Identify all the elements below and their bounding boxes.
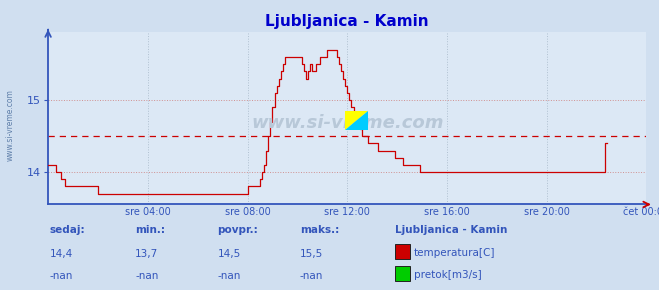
Title: Ljubljanica - Kamin: Ljubljanica - Kamin	[266, 14, 429, 29]
Text: -nan: -nan	[217, 271, 241, 281]
Text: Ljubljanica - Kamin: Ljubljanica - Kamin	[395, 225, 508, 235]
Polygon shape	[345, 110, 368, 130]
Text: 14,5: 14,5	[217, 249, 241, 259]
Text: www.si-vreme.com: www.si-vreme.com	[251, 114, 444, 132]
Text: povpr.:: povpr.:	[217, 225, 258, 235]
Text: temperatura[C]: temperatura[C]	[414, 248, 496, 258]
Text: -nan: -nan	[300, 271, 323, 281]
Polygon shape	[345, 110, 368, 130]
Text: sedaj:: sedaj:	[49, 225, 85, 235]
Text: maks.:: maks.:	[300, 225, 339, 235]
Text: www.si-vreme.com: www.si-vreme.com	[5, 89, 14, 161]
Text: 15,5: 15,5	[300, 249, 323, 259]
Text: pretok[m3/s]: pretok[m3/s]	[414, 271, 482, 280]
Text: 13,7: 13,7	[135, 249, 158, 259]
Text: -nan: -nan	[135, 271, 158, 281]
Text: min.:: min.:	[135, 225, 165, 235]
Text: 14,4: 14,4	[49, 249, 72, 259]
Text: -nan: -nan	[49, 271, 72, 281]
